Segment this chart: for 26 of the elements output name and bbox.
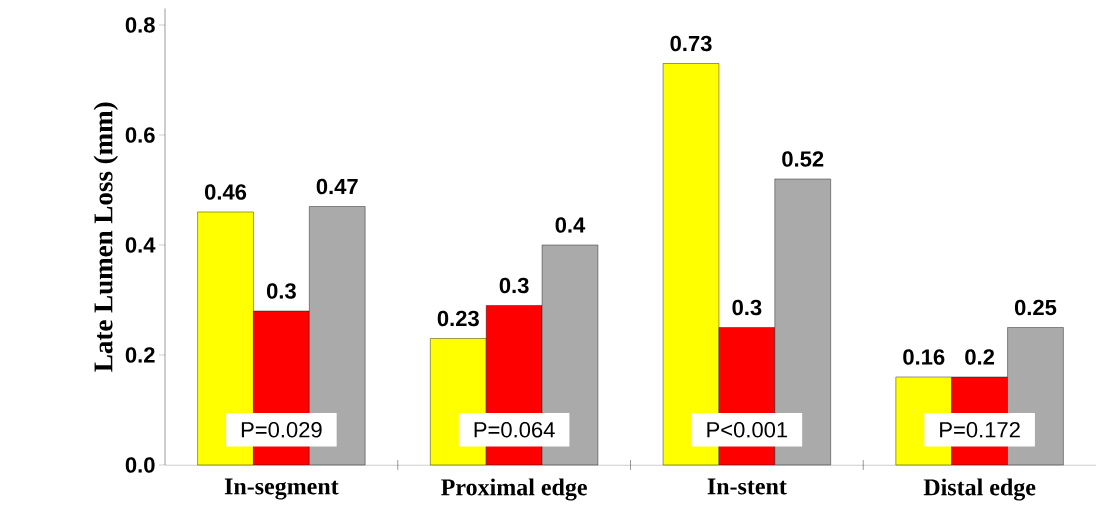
data-label: 0.16 [903, 349, 945, 365]
data-label: 0.46 [204, 184, 247, 200]
y-tick-label: 0.6 [125, 127, 155, 143]
x-tick-label: In-stent [707, 478, 787, 495]
y-tick-label: 0.4 [125, 237, 156, 253]
data-label: 0.23 [437, 310, 479, 327]
data-label: 0.25 [1014, 299, 1057, 316]
data-label: 0.73 [670, 35, 712, 52]
y-axis-title: Late Lumen Loss (mm) [93, 102, 119, 372]
annotation: P=0.064 [474, 421, 555, 438]
x-tick-label: Distal edge [923, 478, 1036, 501]
y-tick-label: 0.0 [125, 457, 155, 473]
y-tick-label: 0.2 [125, 347, 155, 363]
data-label: 0.3 [732, 299, 762, 316]
annotation: P=0.172 [940, 421, 1020, 438]
annotation: P<0.001 [707, 421, 788, 438]
data-label: 0.3 [266, 283, 296, 299]
data-label: 0.2 [965, 349, 995, 365]
x-tick-label: Proximal edge [441, 478, 587, 501]
data-label: 0.4 [555, 217, 586, 233]
y-tick-label: 0.8 [125, 17, 155, 33]
annotation: P=0.029 [241, 421, 322, 438]
x-tick-label: In-segment [224, 478, 339, 500]
data-label: 0.52 [782, 151, 824, 167]
data-label: 0.47 [316, 178, 358, 195]
data-label: 0.3 [499, 277, 529, 294]
